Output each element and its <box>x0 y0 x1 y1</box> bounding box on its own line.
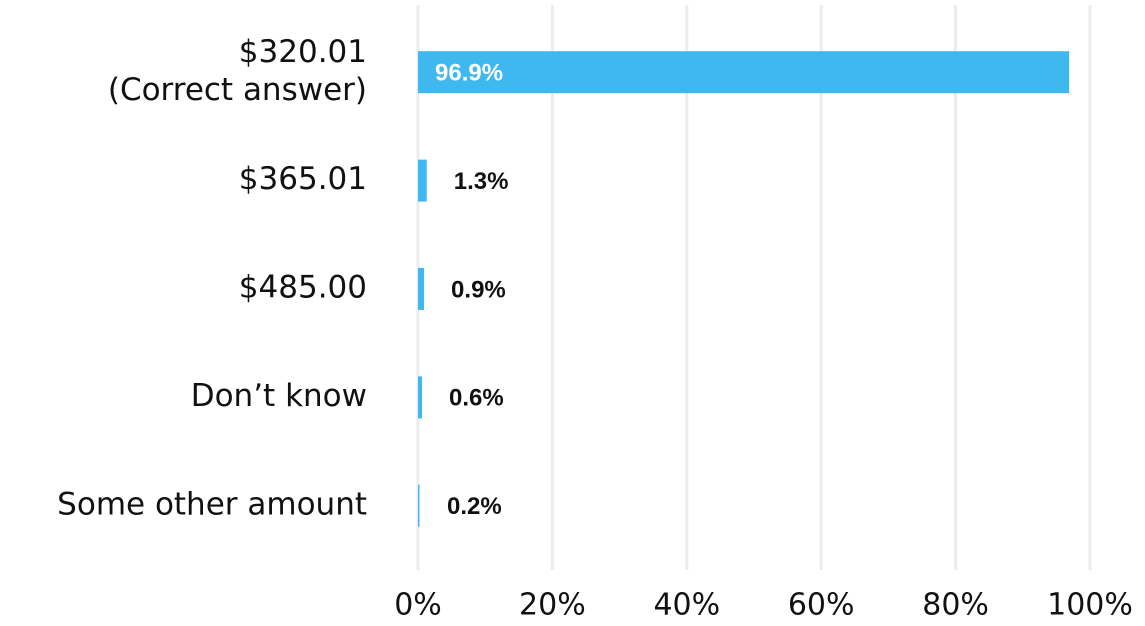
value-label: 1.3% <box>454 168 509 195</box>
x-tick-label: 20% <box>519 588 586 623</box>
x-tick-label: 0% <box>394 588 442 623</box>
category-label: $365.01 <box>239 161 367 197</box>
x-tick-label: 80% <box>922 588 989 623</box>
bar <box>418 376 423 419</box>
bar <box>418 484 420 527</box>
category-label: $485.00 <box>239 270 367 306</box>
x-tick-label: 60% <box>788 588 855 623</box>
category-label: Don’t know <box>191 378 367 414</box>
bar <box>418 51 1070 94</box>
category-label: $320.01 (Correct answer) <box>108 34 367 108</box>
value-label: 0.9% <box>451 276 506 303</box>
x-tick-label: 100% <box>1047 588 1133 623</box>
category-label: Some other amount <box>57 486 367 522</box>
bar <box>418 268 425 310</box>
x-tick-label: 40% <box>653 588 720 623</box>
value-label: 0.6% <box>449 385 504 412</box>
bar <box>418 159 427 202</box>
value-label: 0.2% <box>447 493 502 520</box>
value-label: 96.9% <box>435 60 503 87</box>
